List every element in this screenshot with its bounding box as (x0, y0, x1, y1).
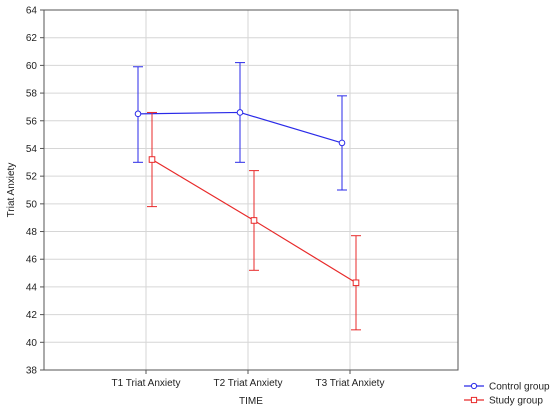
y-tick-label: 64 (26, 6, 38, 17)
plot-frame (43, 9, 459, 371)
x-tick-label: T1 Triat Anxiety (112, 378, 181, 389)
legend-label: Study group (489, 396, 543, 407)
y-tick-label: 60 (26, 61, 38, 72)
data-point (250, 217, 258, 224)
y-tick-label: 50 (26, 199, 38, 210)
y-tick-label: 48 (26, 227, 38, 238)
data-point (236, 109, 244, 116)
legend-marker (470, 382, 478, 390)
series-study-group (147, 111, 361, 331)
x-tick-label: T3 Triat Anxiety (316, 378, 385, 389)
y-tick-label: 52 (26, 172, 38, 183)
legend-item: Study group (464, 396, 543, 407)
y-tick-label: 40 (26, 338, 38, 349)
legend-item: Control group (464, 382, 550, 393)
y-tick-label: 38 (26, 366, 38, 377)
grid (44, 10, 458, 370)
legend-label: Control group (489, 382, 550, 393)
x-tick-label: T2 Triat Anxiety (214, 378, 283, 389)
data-point (148, 156, 156, 163)
series-control-group (133, 62, 347, 191)
series (133, 62, 361, 331)
axes: 38 40 42 44 46 48 50 52 54 56 58 60 62 64 T1 Triat Anx… (26, 6, 385, 390)
legend: Control group Study group (464, 382, 550, 407)
y-tick-label: 62 (26, 33, 38, 44)
x-axis-title: TIME (239, 396, 263, 407)
y-tick-label: 56 (26, 116, 38, 127)
data-point (338, 139, 346, 147)
y-tick-label: 44 (26, 282, 38, 293)
y-tick-label: 46 (26, 255, 38, 266)
legend-marker (470, 396, 478, 404)
y-tick-label: 42 (26, 310, 38, 321)
y-axis-title: Triat Anxiety (6, 163, 17, 218)
y-tick-label: 54 (26, 144, 38, 155)
data-point (134, 110, 142, 118)
y-tick-label: 58 (26, 89, 38, 100)
data-point (352, 279, 360, 287)
